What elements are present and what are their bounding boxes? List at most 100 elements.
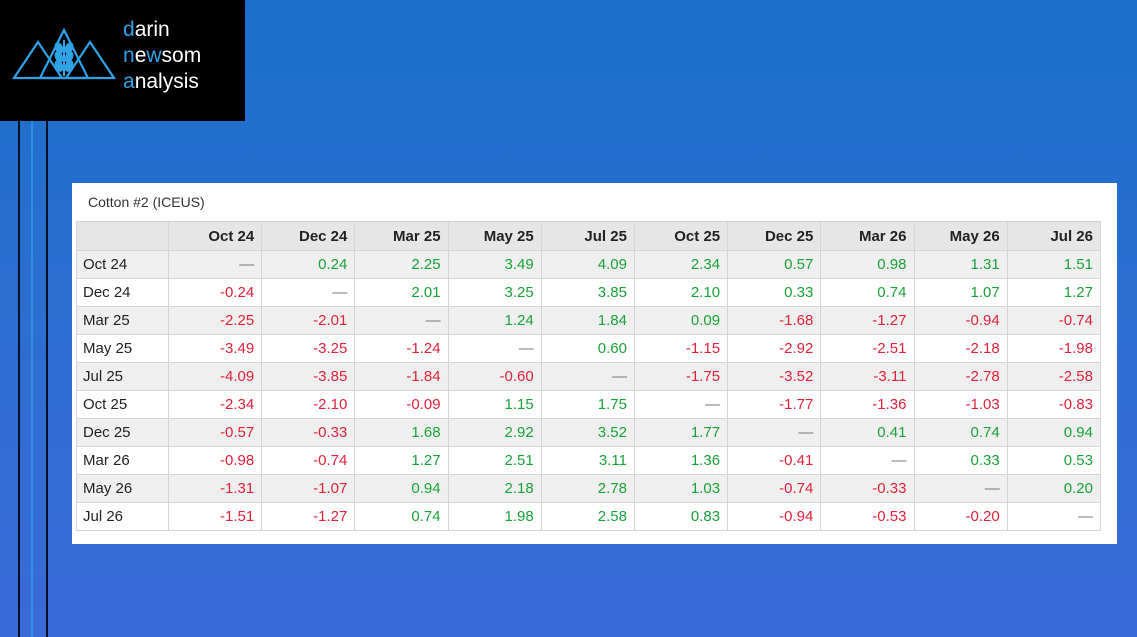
spread-value-cell: -1.68 [727,306,822,335]
column-header: Mar 26 [820,221,915,251]
spread-value-cell: 2.25 [354,250,449,279]
spread-value-cell: -0.33 [820,474,915,503]
brand-text-som: som [161,44,202,67]
row-header: Oct 24 [76,250,169,279]
spread-value-cell: 3.85 [540,278,635,307]
spread-value-cell: -1.77 [727,390,822,419]
row-header: Dec 24 [76,278,169,307]
spread-matrix-table: Oct 24 Dec 24 Mar 25 May 25 Jul 25 Oct 25 Dec … [76,221,1102,531]
spread-value-cell: -0.53 [820,502,915,531]
row-header: Dec 25 [76,418,169,447]
table-row: Jul 25 -4.09 -3.85 -1.84 -0.60— -1.75 -3.52 -3.… [76,362,1102,391]
table-row: May 26 -1.31 -1.07 0.94 2.18 2.78 1.03 -0.74 -0.… [76,474,1102,503]
spread-value-cell: 0.33 [727,278,822,307]
row-header: Jul 25 [76,362,169,391]
spread-value-cell: -3.52 [727,362,822,391]
spread-value-cell: -2.10 [261,390,356,419]
header-row: Oct 24 Dec 24 Mar 25 May 25 Jul 25 Oct 25 Dec … [76,221,1102,251]
spread-value-cell: 1.75 [540,390,635,419]
spread-value-cell: -0.74 [727,474,822,503]
spread-value-cell: -2.58 [1006,362,1102,391]
decorative-line-dark-left [18,121,20,637]
table-title: Cotton #2 (ICEUS) [88,194,205,210]
spread-value-cell: 2.92 [447,418,542,447]
row-header: Jul 26 [76,502,169,531]
table-row: Mar 26 -0.98 -0.74 1.27 2.51 3.11 1.36 -0.41—0.… [76,446,1102,475]
spread-value-cell: -0.74 [1006,306,1102,335]
spread-value-cell: -1.07 [261,474,356,503]
brand-initial-n: n [123,44,135,67]
spread-value-cell: 2.78 [540,474,635,503]
spread-value-cell: -2.25 [167,306,263,335]
spread-value-cell: 1.51 [1006,250,1102,279]
table-row: Oct 25 -2.34 -2.10 -0.09 1.15 1.75— -1.77 -1.36… [76,390,1102,419]
spread-value-cell: -4.09 [167,362,263,391]
spread-value-cell: 0.33 [913,446,1008,475]
brand-logo: darin newsom analysis [0,0,245,121]
spread-value-cell: -1.51 [167,502,263,531]
spread-value-cell: 1.24 [447,306,542,335]
spread-value-cell: 0.57 [727,250,822,279]
spread-value-cell: 2.58 [540,502,635,531]
spread-value-cell: — [820,446,915,475]
spread-value-cell: 2.01 [354,278,449,307]
spread-value-cell: -3.49 [167,334,263,363]
spread-value-cell: 0.74 [913,418,1008,447]
spread-value-cell: 1.27 [354,446,449,475]
spread-value-cell: — [633,390,729,419]
spread-value-cell: 2.51 [447,446,542,475]
column-header: Dec 24 [261,221,356,251]
spread-value-cell: -2.78 [913,362,1008,391]
spread-value-cell: -2.18 [913,334,1008,363]
decorative-line-dark-right [46,121,48,637]
column-header: Jul 25 [540,221,635,251]
table-row: Dec 24 -0.24—2.01 3.25 3.85 2.10 0.33 0.74 1.07… [76,278,1102,307]
spread-value-cell: -1.03 [913,390,1008,419]
spread-value-cell: -1.15 [633,334,729,363]
spread-value-cell: -0.83 [1006,390,1102,419]
brand-text-e: e [134,44,147,67]
spread-value-cell: -2.51 [820,334,915,363]
table-row: Mar 25 -2.25 -2.01—1.24 1.84 0.09 -1.68 -1.27-… [76,306,1102,335]
row-header: Oct 25 [76,390,169,419]
table-row: Dec 25 -0.57 -0.33 1.68 2.92 3.52 1.77—0.41 0.7… [76,418,1102,447]
table-row: May 25 -3.49 -3.25 -1.24—0.60 -1.15 -2.92 -2.5… [76,334,1102,363]
spread-value-cell: -0.60 [447,362,542,391]
spread-value-cell: -0.98 [167,446,263,475]
spread-value-cell: — [540,362,635,391]
spread-value-cell: 1.68 [354,418,449,447]
spread-value-cell: -0.24 [167,278,263,307]
spread-value-cell: 0.74 [354,502,449,531]
spread-value-cell: -0.20 [913,502,1008,531]
spread-value-cell: 1.98 [447,502,542,531]
spread-value-cell: 0.09 [633,306,729,335]
corner-cell [76,221,169,251]
brand-line-3: analysis [123,69,201,95]
spread-value-cell: -0.41 [727,446,822,475]
spread-value-cell: 1.27 [1006,278,1102,307]
spread-value-cell: 0.98 [820,250,915,279]
spread-value-cell: -3.25 [261,334,356,363]
spread-value-cell: 1.36 [633,446,729,475]
column-header: Mar 25 [354,221,449,251]
spread-value-cell: -3.11 [820,362,915,391]
spread-value-cell: — [913,474,1008,503]
spread-value-cell: 0.94 [1006,418,1102,447]
spread-value-cell: 0.24 [261,250,356,279]
spread-value-cell: 3.11 [540,446,635,475]
decorative-line-blue [31,121,33,637]
brand-text-nalysis: nalysis [134,70,199,93]
brand-line-1: darin [123,17,201,43]
table-row: Oct 24—0.24 2.25 3.49 4.09 2.34 0.57 0.98 1.31 1… [76,250,1102,279]
spread-value-cell: -0.57 [167,418,263,447]
spread-value-cell: -1.27 [820,306,915,335]
spread-value-cell: -0.09 [354,390,449,419]
spread-value-cell: 0.20 [1006,474,1102,503]
spread-value-cell: -1.27 [261,502,356,531]
row-header: Mar 26 [76,446,169,475]
spread-value-cell: 1.15 [447,390,542,419]
spread-value-cell: 1.03 [633,474,729,503]
spread-value-cell: -1.75 [633,362,729,391]
spread-value-cell: -2.01 [261,306,356,335]
spread-value-cell: — [727,418,822,447]
